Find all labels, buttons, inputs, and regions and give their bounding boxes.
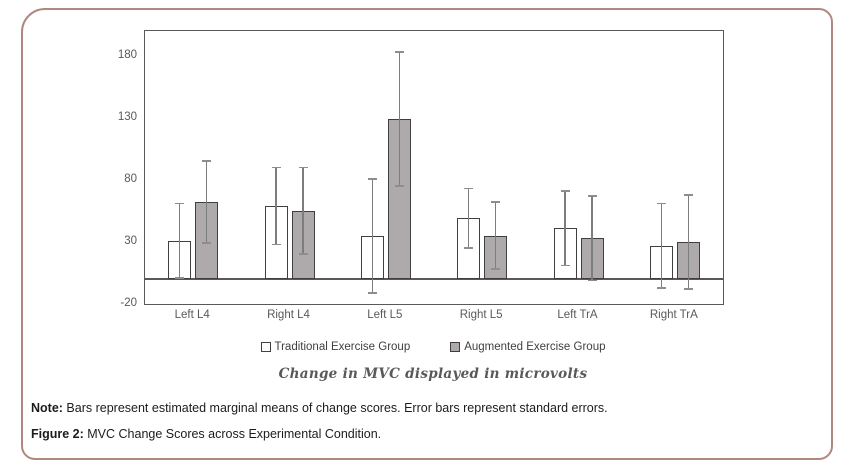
error-bar-cap-bottom xyxy=(271,243,281,246)
chart-caption: Change in MVC displayed in microvolts xyxy=(278,366,588,382)
y-axis: 180 130 80 30 -20 xyxy=(55,30,137,309)
figure-label: Figure 2: xyxy=(31,427,84,441)
error-bar-cap-top xyxy=(367,177,377,180)
note-label: Note: xyxy=(31,401,63,415)
error-bar-line xyxy=(468,188,470,249)
x-axis: Left L4 Right L4 Left L5 Right L5 Left TrA Ri… xyxy=(144,309,722,321)
error-bar-line xyxy=(302,167,304,255)
error-bar-cap-top xyxy=(683,193,693,196)
x-category-label: Right L4 xyxy=(267,309,310,321)
note-body: Bars represent estimated marginal means … xyxy=(62,401,608,415)
legend-label: Traditional Exercise Group xyxy=(274,341,411,353)
error-bar-cap-top xyxy=(464,187,474,190)
y-tick-label: 130 xyxy=(117,110,137,123)
plot-area xyxy=(144,30,724,305)
x-category-label: Left TrA xyxy=(557,309,598,321)
error-bar-cap-top xyxy=(394,51,404,53)
error-bar-cap-bottom xyxy=(587,279,597,282)
note-text: Note: Bars represent estimated marginal … xyxy=(31,401,608,415)
legend-swatch xyxy=(260,342,271,352)
error-bar-line xyxy=(179,203,181,278)
error-bar-cap-top xyxy=(587,195,597,197)
error-bar-line xyxy=(275,167,277,245)
error-bar-cap-bottom xyxy=(491,268,501,271)
error-bar-cap-bottom xyxy=(367,291,377,294)
error-bar-cap-bottom xyxy=(464,247,474,250)
error-bar-cap-bottom xyxy=(394,185,404,187)
error-bar-line xyxy=(660,203,662,288)
error-bar-line xyxy=(564,191,566,266)
legend-item: Traditional Exercise Group xyxy=(260,341,411,353)
x-category-label: Right TrA xyxy=(649,309,698,321)
x-category-label: Left L4 xyxy=(174,309,210,321)
error-bar-cap-bottom xyxy=(683,288,693,290)
error-bar-cap-bottom xyxy=(560,264,570,267)
error-bar-cap-top xyxy=(560,190,570,192)
chart-legend: Traditional Exercise Group Augmented Exer… xyxy=(144,341,722,353)
legend-label: Augmented Exercise Group xyxy=(464,341,606,353)
y-tick-label: -20 xyxy=(120,297,137,309)
error-bar-line xyxy=(591,196,593,281)
error-bar-cap-bottom xyxy=(175,277,185,279)
error-bar-line xyxy=(206,161,208,244)
error-bar-cap-bottom xyxy=(298,253,308,256)
x-category-label: Left L5 xyxy=(367,309,403,321)
y-tick-label: 30 xyxy=(124,234,137,247)
y-tick-label: 80 xyxy=(124,172,137,185)
error-bar-line xyxy=(687,194,689,290)
zero-baseline xyxy=(145,278,723,280)
error-bar-line xyxy=(398,52,400,187)
error-bar-cap-top xyxy=(656,202,666,205)
error-bar-line xyxy=(371,178,373,293)
error-bar-cap-top xyxy=(202,160,212,163)
y-tick-label: 180 xyxy=(117,48,137,61)
error-bar-cap-top xyxy=(491,201,501,204)
error-bar-line xyxy=(495,202,497,270)
error-bar-cap-top xyxy=(175,202,185,205)
legend-swatch xyxy=(450,342,461,352)
figure-body: MVC Change Scores across Experimental Co… xyxy=(83,427,382,441)
x-category-label: Right L5 xyxy=(459,309,503,321)
error-bar-cap-bottom xyxy=(202,242,212,245)
figure-caption-text: Figure 2: MVC Change Scores across Exper… xyxy=(31,427,381,441)
error-bar-cap-top xyxy=(271,166,281,169)
error-bar-cap-bottom xyxy=(656,286,666,289)
legend-item: Augmented Exercise Group xyxy=(450,341,606,353)
error-bar-cap-top xyxy=(298,166,308,169)
